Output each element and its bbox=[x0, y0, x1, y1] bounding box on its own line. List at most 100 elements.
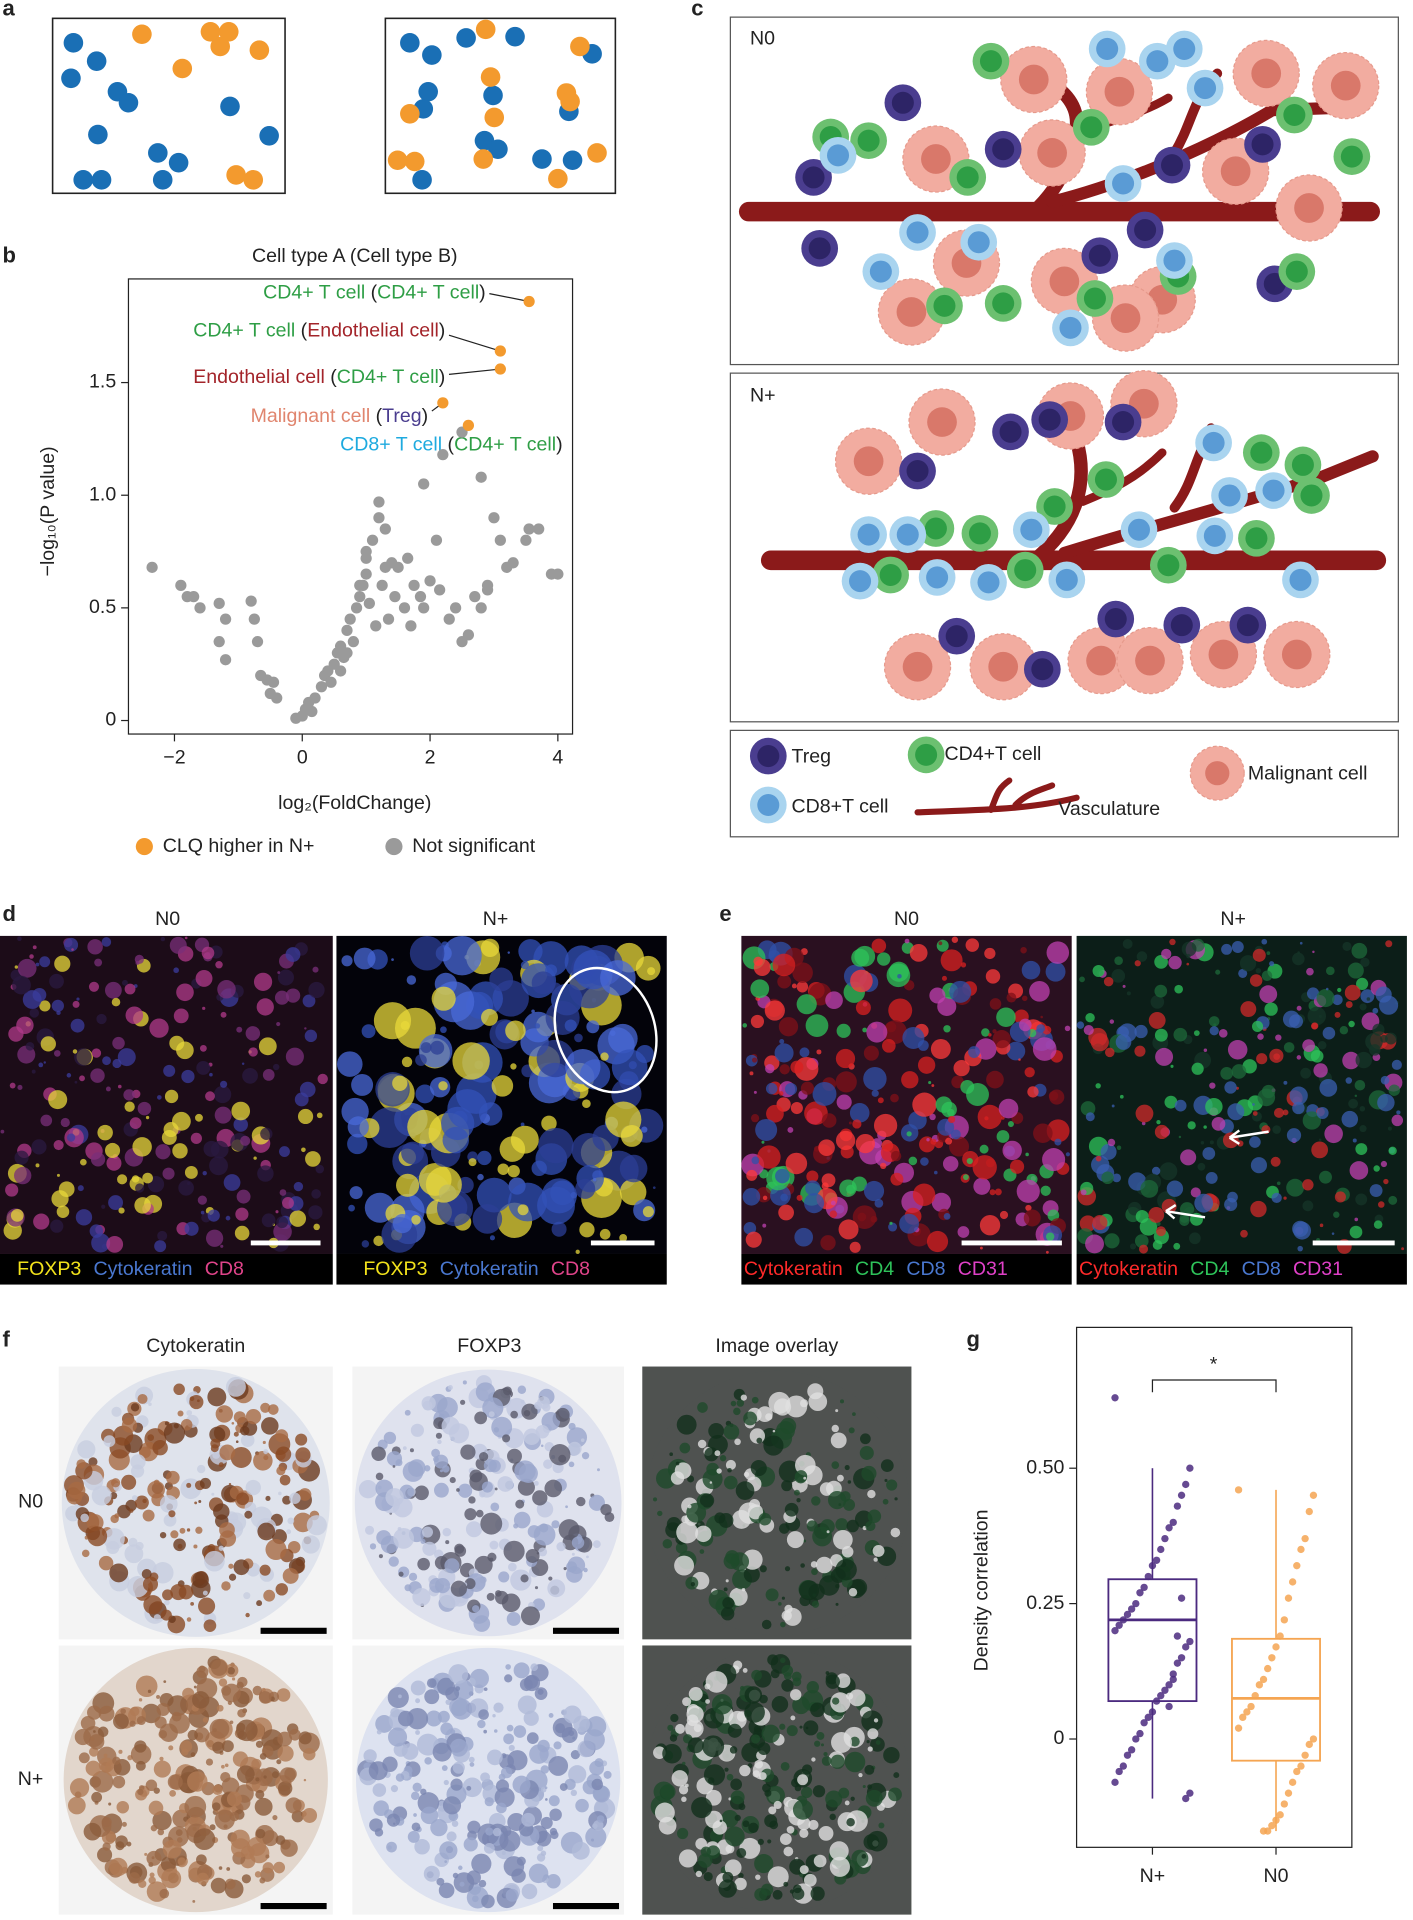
tissue-speck bbox=[176, 983, 194, 1002]
tissue-speck bbox=[571, 1536, 585, 1549]
nucleus bbox=[1031, 658, 1054, 681]
tissue-speck bbox=[121, 1821, 127, 1827]
point bbox=[1264, 1664, 1272, 1673]
tissue-speck bbox=[521, 1883, 538, 1900]
tissue-speck bbox=[744, 1702, 765, 1723]
tissue-speck bbox=[1271, 1192, 1282, 1204]
tissue-speck bbox=[213, 1503, 230, 1520]
tissue-speck bbox=[274, 990, 290, 1005]
tissue-speck bbox=[1095, 1155, 1102, 1162]
tissue-speck bbox=[600, 1052, 609, 1061]
tissue-speck bbox=[474, 1555, 493, 1574]
tissue-speck bbox=[457, 1483, 473, 1498]
tissue-speck bbox=[564, 1019, 577, 1032]
tissue-speck bbox=[132, 1137, 152, 1157]
tissue-speck bbox=[279, 1474, 291, 1486]
tissue-speck bbox=[134, 1495, 149, 1510]
tissue-speck bbox=[857, 1212, 867, 1222]
nucleus bbox=[1340, 145, 1363, 168]
tissue-speck bbox=[240, 1135, 251, 1146]
tissue-speck bbox=[190, 1602, 194, 1606]
tissue-speck bbox=[48, 1090, 68, 1110]
tissue-speck bbox=[210, 1877, 227, 1894]
dot bbox=[259, 126, 279, 146]
box bbox=[1107, 1578, 1198, 1703]
nucleus bbox=[1135, 645, 1165, 676]
tissue-speck bbox=[775, 1168, 790, 1184]
tissue-speck bbox=[1111, 969, 1126, 983]
tissue-speck bbox=[675, 1723, 686, 1734]
tissue-speck bbox=[462, 1380, 467, 1385]
tissue-speck bbox=[899, 1213, 920, 1234]
tissue-speck bbox=[153, 1760, 171, 1778]
tissue-speck bbox=[1197, 1162, 1206, 1171]
point bbox=[389, 590, 401, 603]
tissue-speck bbox=[123, 1089, 135, 1101]
tissue-speck bbox=[743, 1222, 757, 1235]
tissue-speck bbox=[1119, 1094, 1124, 1099]
tissue-speck bbox=[619, 1178, 647, 1206]
tissue-speck bbox=[1312, 950, 1315, 954]
tissue-speck bbox=[255, 1828, 266, 1839]
tissue-speck bbox=[386, 1841, 397, 1853]
tissue-speck bbox=[502, 1434, 511, 1443]
tissue-speck bbox=[571, 1552, 575, 1556]
tissue-speck bbox=[407, 1830, 420, 1843]
tissue-speck bbox=[1116, 1145, 1122, 1150]
tissue-speck bbox=[439, 1469, 443, 1473]
tissue-speck bbox=[751, 1057, 758, 1063]
arrow bbox=[1165, 1204, 1206, 1220]
tissue-speck bbox=[35, 962, 40, 967]
tissue-speck bbox=[835, 1071, 857, 1093]
tissue-speck bbox=[867, 1728, 879, 1740]
y-axis-label: Density correlation bbox=[971, 1509, 993, 1671]
tissue-speck bbox=[277, 969, 294, 986]
tissue-speck bbox=[415, 1084, 435, 1104]
tissue-speck bbox=[825, 1671, 830, 1675]
significance: * bbox=[1210, 1353, 1218, 1375]
tissue-speck bbox=[219, 1444, 236, 1461]
tissue-speck bbox=[833, 1529, 853, 1550]
tissue-speck bbox=[396, 1173, 420, 1197]
tissue-speck bbox=[977, 1104, 1002, 1130]
tissue-speck bbox=[546, 1874, 561, 1889]
tissue-speck bbox=[756, 1437, 763, 1444]
tissue-speck bbox=[194, 1501, 198, 1505]
tissue-speck bbox=[767, 1839, 772, 1844]
tissue-speck bbox=[297, 1108, 314, 1125]
y-tick-label: 0.25 bbox=[1026, 1592, 1064, 1614]
tissue-speck bbox=[111, 1406, 122, 1417]
tissue-speck bbox=[1139, 1244, 1149, 1254]
tissue-speck bbox=[738, 1872, 744, 1879]
tissue-speck bbox=[489, 1557, 494, 1562]
tissue-speck bbox=[202, 1590, 208, 1596]
tissue-speck bbox=[656, 1468, 677, 1489]
tissue-speck bbox=[878, 1822, 885, 1829]
tissue-speck bbox=[1080, 1189, 1087, 1196]
tissue-speck bbox=[1296, 1055, 1302, 1060]
tissue-speck bbox=[619, 1154, 648, 1183]
tissue-speck bbox=[513, 1511, 531, 1529]
tissue-speck bbox=[409, 1448, 414, 1453]
tissue-speck bbox=[209, 1718, 230, 1739]
tissue-speck bbox=[203, 1619, 217, 1632]
nucleus bbox=[1285, 260, 1308, 283]
tissue-speck bbox=[111, 1478, 121, 1488]
tissue-speck bbox=[395, 1773, 405, 1782]
tissue-speck bbox=[1276, 1181, 1281, 1186]
tissue-speck bbox=[928, 1081, 932, 1085]
tissue-speck bbox=[888, 1222, 898, 1232]
tissue-speck bbox=[1286, 1178, 1305, 1197]
tissue-speck bbox=[780, 1657, 786, 1664]
tissue-speck bbox=[111, 997, 121, 1007]
tissue-speck bbox=[1240, 1229, 1248, 1238]
tissue-speck bbox=[245, 1479, 261, 1496]
tissue-speck bbox=[1352, 1138, 1357, 1143]
point bbox=[1305, 1507, 1313, 1516]
nucleus bbox=[924, 517, 947, 540]
tissue-speck bbox=[412, 1587, 431, 1607]
tissue-speck bbox=[874, 1198, 884, 1208]
tissue-speck bbox=[1040, 1015, 1043, 1019]
nucleus bbox=[808, 237, 831, 260]
tissue-speck bbox=[804, 1193, 825, 1214]
